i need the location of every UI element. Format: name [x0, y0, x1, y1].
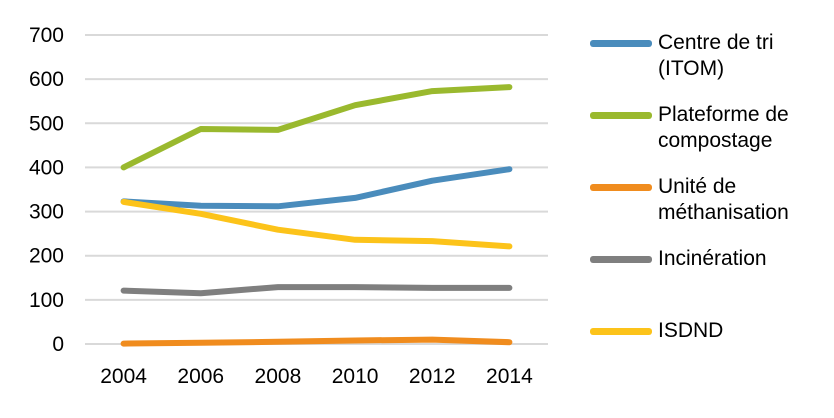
- legend-item-unite-de-methanisation: Unité de méthanisation: [590, 174, 830, 246]
- gridlines: [85, 34, 548, 345]
- series-lines: [120, 84, 513, 347]
- y-tick-label: 600: [29, 68, 64, 91]
- legend-label: Unité de méthanisation: [658, 175, 789, 224]
- series-line-3: [120, 284, 513, 297]
- legend-label: Centre de tri (ITOM): [658, 31, 774, 80]
- series-line-4: [120, 198, 513, 250]
- legend-swatch: [590, 40, 652, 47]
- y-tick-label: 100: [29, 289, 64, 312]
- legend-item-isdnd: ISDND: [590, 318, 830, 390]
- series-line-2: [120, 336, 513, 347]
- legend-swatch: [590, 256, 652, 263]
- y-tick-label: 400: [29, 156, 64, 179]
- legend-item-centre-de-tri: Centre de tri (ITOM): [590, 30, 830, 102]
- series-line-0: [120, 166, 513, 210]
- y-axis-ticks: 0 100 200 300 400 500 600 700: [29, 24, 64, 356]
- x-tick-label: 2012: [409, 365, 456, 388]
- x-tick-label: 2008: [255, 365, 302, 388]
- x-tick-label: 2006: [177, 365, 224, 388]
- legend-swatch: [590, 184, 652, 191]
- legend-swatch: [590, 328, 652, 335]
- legend-swatch: [590, 112, 652, 119]
- y-tick-label: 500: [29, 112, 64, 135]
- legend-label: ISDND: [658, 319, 724, 342]
- legend-item-plateforme-de-compostage: Plateforme de compostage: [590, 102, 830, 174]
- x-tick-label: 2010: [332, 365, 379, 388]
- y-tick-label: 300: [29, 201, 64, 224]
- legend: Centre de tri (ITOM) Plateforme de compo…: [590, 30, 830, 390]
- legend-item-incineration: Incinération: [590, 246, 830, 318]
- x-tick-label: 2004: [100, 365, 147, 388]
- y-tick-label: 0: [52, 333, 64, 356]
- y-tick-label: 200: [29, 245, 64, 268]
- series-line-1: [120, 84, 513, 171]
- y-tick-label: 700: [29, 24, 64, 47]
- legend-label: Incinération: [658, 247, 767, 270]
- x-axis-ticks: 2004 2006 2008 2010 2012 2014: [100, 365, 533, 388]
- legend-label: Plateforme de compostage: [658, 103, 789, 152]
- x-tick-label: 2014: [486, 365, 533, 388]
